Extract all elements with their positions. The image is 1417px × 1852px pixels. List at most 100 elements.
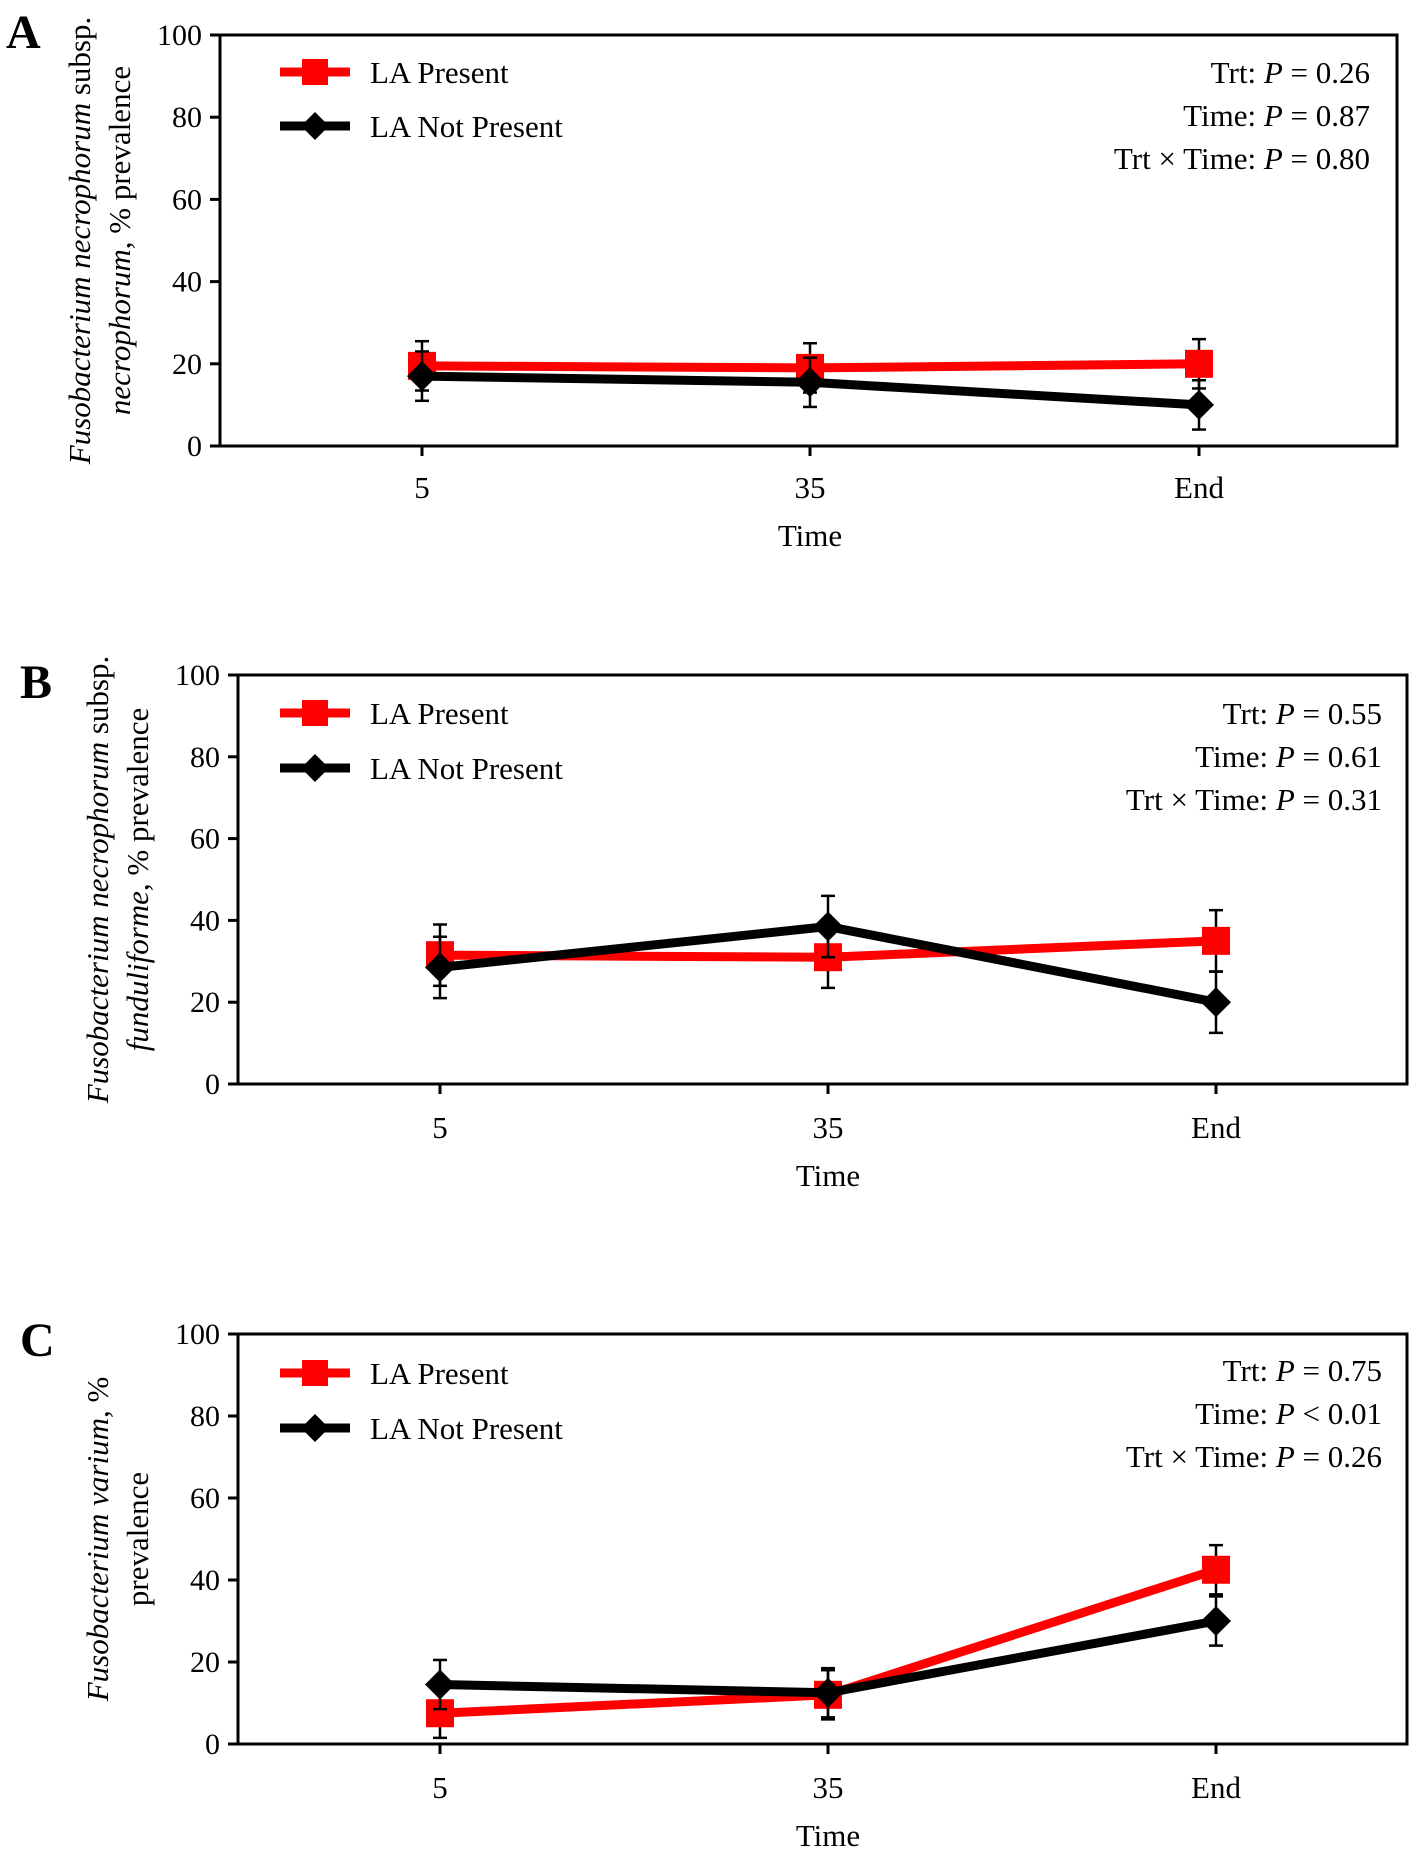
stat-value: = 0.75 — [1295, 1353, 1382, 1388]
stat-line: Trt × Time: P = 0.80 — [1114, 141, 1370, 176]
stat-symbol: P — [1275, 1353, 1295, 1388]
data-point — [425, 1669, 455, 1700]
legend-marker — [301, 1414, 329, 1442]
y-axis-label: Fusobacterium necrophorum subsp. — [80, 656, 115, 1104]
x-tick-label: 35 — [813, 1770, 844, 1805]
y-tick-label: 80 — [190, 1400, 220, 1433]
stat-symbol: P — [1263, 55, 1283, 90]
stat-line: Time: P < 0.01 — [1195, 1396, 1382, 1431]
series-la-not-present — [425, 1595, 1231, 1719]
stat-value: = 0.31 — [1295, 782, 1382, 817]
y-tick-label: 100 — [157, 19, 202, 52]
legend-label: LA Not Present — [370, 751, 563, 786]
y-tick-label: 100 — [175, 1318, 220, 1351]
y-axis-label-part: necrophorum — [102, 249, 137, 415]
stat-line: Trt: P = 0.55 — [1223, 696, 1382, 731]
stats-annotation: Trt: P = 0.75 Time: P < 0.01 Trt × Time: P… — [1126, 1353, 1382, 1474]
stat-symbol: P — [1275, 782, 1295, 817]
x-tick-label: 35 — [795, 470, 826, 505]
y-tick-label: 40 — [190, 1564, 220, 1597]
data-point — [813, 1677, 843, 1708]
panel-b: B 0 20 40 60 80 100 5 35 End Time Fusobacterium nec… — [20, 656, 1409, 1193]
y-tick-label: 80 — [190, 741, 220, 774]
stats-annotation: Trt: P = 0.26 Time: P = 0.87 Trt × Time: P… — [1114, 55, 1370, 176]
y-tick-label: 80 — [172, 101, 202, 134]
y-axis-label-part: Fusobacterium necrophorum — [62, 103, 97, 465]
y-axis-label-part: Fusobacterium varium — [80, 1418, 115, 1702]
legend-marker — [302, 700, 328, 726]
panel-c: C 0 20 40 60 80 100 5 35 End Time Fusobacterium var… — [20, 1314, 1409, 1852]
y-axis-label-part: , % — [80, 1377, 115, 1418]
stat-value: = 0.26 — [1283, 55, 1370, 90]
data-point — [1185, 349, 1213, 378]
x-axis-label: Time — [796, 1158, 860, 1193]
y-axis-label: prevalence — [120, 1472, 155, 1606]
panel-letter: C — [20, 1314, 55, 1367]
series-la-not-present — [425, 894, 1231, 1035]
x-tick-label: 5 — [432, 1770, 448, 1805]
stat-value: = 0.26 — [1295, 1439, 1382, 1474]
series-la-not-present — [407, 350, 1214, 431]
stat-line: Time: P = 0.87 — [1183, 98, 1370, 133]
data-point — [1201, 1606, 1231, 1636]
y-axis-label: Fusobacterium necrophorum subsp. — [62, 17, 97, 465]
y-tick-label: 100 — [175, 659, 220, 692]
stat-symbol: P — [1275, 696, 1295, 731]
stat-label: Trt × Time: — [1126, 782, 1276, 817]
y-tick-label: 60 — [172, 183, 202, 216]
legend-label: LA Present — [370, 696, 509, 731]
x-tick-label: 5 — [432, 1110, 448, 1145]
stats-annotation: Trt: P = 0.55 Time: P = 0.61 Trt × Time: P… — [1126, 696, 1382, 817]
stat-value: = 0.55 — [1295, 696, 1382, 731]
legend-label: LA Present — [370, 1356, 509, 1391]
y-axis-label: Fusobacterium varium, % — [80, 1377, 115, 1703]
stat-line: Trt × Time: P = 0.31 — [1126, 782, 1382, 817]
stat-label: Trt × Time: — [1114, 141, 1264, 176]
y-axis-label-part: , % prevalence — [120, 708, 155, 891]
stat-label: Trt: — [1223, 696, 1276, 731]
x-tick-label: 5 — [414, 470, 430, 505]
stat-label: Trt: — [1223, 1353, 1276, 1388]
legend-label: LA Present — [370, 55, 509, 90]
legend-marker — [301, 112, 329, 140]
data-point — [425, 952, 455, 983]
x-tick-label: End — [1191, 1770, 1241, 1805]
y-tick-label: 0 — [205, 1068, 220, 1101]
y-axis-label-part: , % prevalence — [102, 66, 137, 249]
stat-label: Time: — [1195, 739, 1276, 774]
y-axis-label-part: prevalence — [120, 1472, 155, 1606]
legend-marker — [302, 59, 328, 85]
y-tick-label: 0 — [205, 1728, 220, 1761]
legend-marker — [301, 754, 329, 782]
panel-a: A 0 20 40 60 80 100 5 35 End Time Fusobacterium nec… — [6, 6, 1399, 553]
stat-label: Time: — [1195, 1396, 1276, 1431]
y-tick-label: 60 — [190, 823, 220, 856]
legend-label: LA Not Present — [370, 109, 563, 144]
stat-label: Time: — [1183, 98, 1264, 133]
y-tick-label: 20 — [172, 348, 202, 381]
stat-value: = 0.80 — [1283, 141, 1370, 176]
data-point — [813, 911, 843, 942]
stat-label: Trt × Time: — [1126, 1439, 1276, 1474]
stat-value: < 0.01 — [1295, 1396, 1382, 1431]
data-point — [1202, 926, 1230, 955]
y-tick-label: 60 — [190, 1482, 220, 1515]
data-point — [1184, 389, 1214, 420]
x-tick-label: 35 — [813, 1110, 844, 1145]
y-axis-label-part: Fusobacterium necrophorum — [80, 742, 115, 1104]
x-axis-label: Time — [796, 1818, 860, 1852]
data-point — [407, 361, 437, 392]
y-axis-label-part: funduliforme — [120, 891, 155, 1051]
y-tick-label: 20 — [190, 986, 220, 1019]
stat-symbol: P — [1275, 1439, 1295, 1474]
x-axis-label: Time — [778, 518, 842, 553]
stat-line: Trt: P = 0.75 — [1223, 1353, 1382, 1388]
panel-letter: B — [20, 656, 52, 709]
x-tick-label: End — [1174, 470, 1224, 505]
y-axis-label: necrophorum, % prevalence — [102, 66, 137, 415]
data-point — [1202, 1555, 1230, 1584]
plot-frame — [236, 673, 1409, 1086]
stat-symbol: P — [1263, 98, 1283, 133]
y-axis-label: funduliforme, % prevalence — [120, 708, 155, 1051]
